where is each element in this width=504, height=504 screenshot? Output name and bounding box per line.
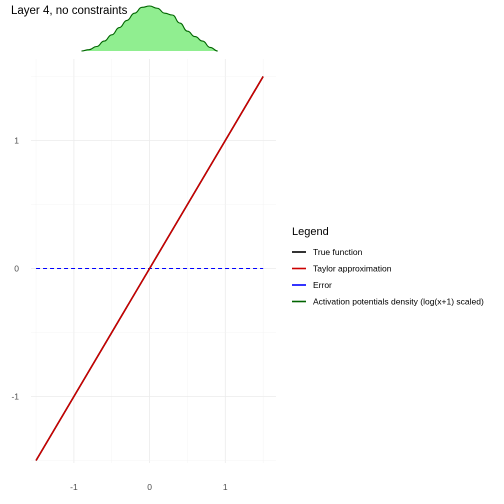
legend-label: Taylor approximation bbox=[313, 264, 392, 274]
x-tick-label: 0 bbox=[147, 482, 152, 492]
legend-title: Legend bbox=[292, 226, 329, 238]
density-area bbox=[81, 6, 218, 51]
chart-title: Layer 4, no constraints bbox=[11, 5, 128, 17]
axis-ticks: -1 0 1 -1 0 1 bbox=[11, 136, 227, 493]
y-tick-label: 0 bbox=[14, 264, 19, 274]
y-tick-label: -1 bbox=[11, 392, 19, 402]
density-curve bbox=[81, 5, 218, 52]
plot-series bbox=[35, 76, 264, 461]
x-tick-label: -1 bbox=[70, 482, 78, 492]
legend-label: Activation potentials density (log(x+1) … bbox=[313, 297, 484, 307]
legend-label: Error bbox=[313, 280, 332, 290]
series-line-taylor-approximation bbox=[35, 76, 264, 461]
legend-label: True function bbox=[313, 247, 363, 257]
y-tick-label: 1 bbox=[14, 136, 19, 146]
x-tick-label: 1 bbox=[223, 482, 228, 492]
legend: Legend True function Taylor approximation… bbox=[292, 226, 484, 307]
density-panel bbox=[81, 5, 218, 52]
